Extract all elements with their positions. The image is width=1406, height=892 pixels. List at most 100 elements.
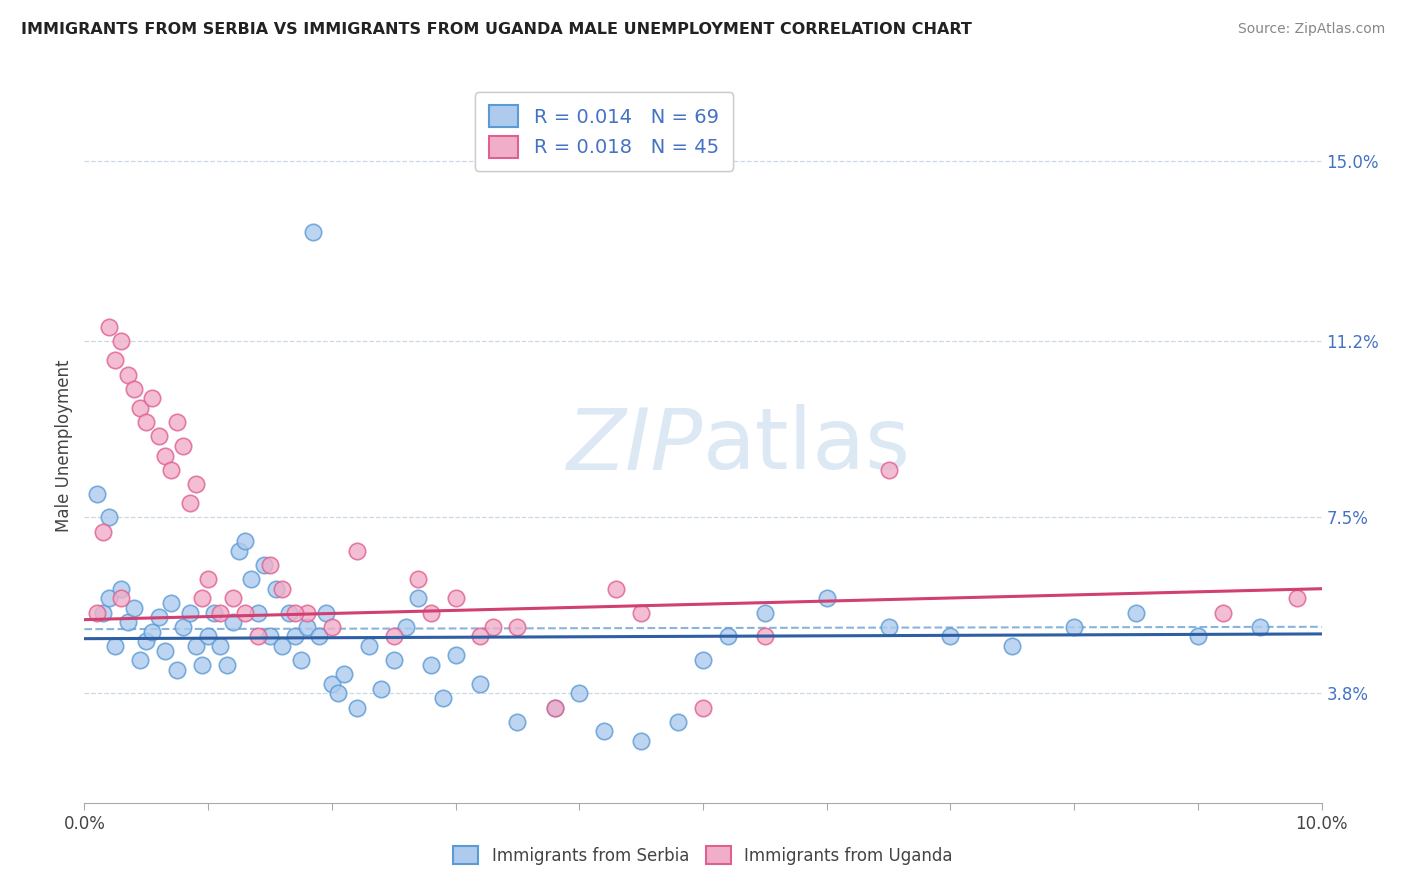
- Point: [184, 639, 207, 653]
- Point: [1285, 591, 1308, 606]
- Point: [117, 368, 139, 382]
- Point: [444, 591, 467, 606]
- Point: [191, 657, 214, 672]
- Point: [104, 353, 127, 368]
- Point: [191, 591, 214, 606]
- Point: [357, 639, 380, 653]
- Point: [408, 572, 430, 586]
- Point: [104, 639, 127, 653]
- Point: [666, 714, 689, 729]
- Point: [754, 629, 776, 643]
- Point: [1063, 620, 1085, 634]
- Point: [346, 543, 368, 558]
- Point: [568, 686, 591, 700]
- Point: [129, 401, 152, 415]
- Point: [98, 510, 121, 524]
- Point: [346, 700, 368, 714]
- Point: [302, 225, 325, 239]
- Point: [172, 620, 194, 634]
- Point: [222, 615, 245, 629]
- Point: [277, 606, 299, 620]
- Point: [1249, 620, 1271, 634]
- Point: [209, 639, 232, 653]
- Point: [382, 629, 405, 643]
- Text: IMMIGRANTS FROM SERBIA VS IMMIGRANTS FROM UGANDA MALE UNEMPLOYMENT CORRELATION C: IMMIGRANTS FROM SERBIA VS IMMIGRANTS FRO…: [21, 22, 972, 37]
- Point: [877, 463, 900, 477]
- Point: [419, 606, 441, 620]
- Point: [148, 429, 170, 443]
- Point: [295, 606, 318, 620]
- Point: [333, 667, 356, 681]
- Point: [228, 543, 250, 558]
- Point: [506, 620, 529, 634]
- Point: [135, 415, 157, 429]
- Point: [222, 591, 245, 606]
- Point: [110, 334, 132, 349]
- Point: [271, 639, 294, 653]
- Point: [1001, 639, 1024, 653]
- Point: [395, 620, 418, 634]
- Point: [141, 392, 163, 406]
- Point: [321, 620, 343, 634]
- Text: Source: ZipAtlas.com: Source: ZipAtlas.com: [1237, 22, 1385, 37]
- Point: [284, 629, 307, 643]
- Point: [815, 591, 838, 606]
- Point: [215, 657, 238, 672]
- Point: [184, 477, 207, 491]
- Point: [122, 382, 145, 396]
- Point: [370, 681, 392, 696]
- Point: [117, 615, 139, 629]
- Point: [432, 691, 454, 706]
- Point: [481, 620, 503, 634]
- Point: [470, 677, 492, 691]
- Point: [717, 629, 740, 643]
- Point: [86, 606, 108, 620]
- Point: [1125, 606, 1147, 620]
- Point: [939, 629, 962, 643]
- Point: [91, 606, 114, 620]
- Point: [135, 634, 157, 648]
- Point: [408, 591, 430, 606]
- Point: [295, 620, 318, 634]
- Point: [197, 629, 219, 643]
- Point: [122, 600, 145, 615]
- Point: [179, 496, 201, 510]
- Legend: Immigrants from Serbia, Immigrants from Uganda: Immigrants from Serbia, Immigrants from …: [443, 836, 963, 875]
- Point: [326, 686, 349, 700]
- Point: [754, 606, 776, 620]
- Point: [593, 724, 616, 739]
- Point: [284, 606, 307, 620]
- Point: [240, 572, 263, 586]
- Point: [877, 620, 900, 634]
- Point: [209, 606, 232, 620]
- Point: [692, 700, 714, 714]
- Point: [315, 606, 337, 620]
- Point: [1212, 606, 1234, 620]
- Point: [259, 629, 281, 643]
- Point: [148, 610, 170, 624]
- Point: [98, 591, 121, 606]
- Point: [308, 629, 330, 643]
- Point: [692, 653, 714, 667]
- Point: [1187, 629, 1209, 643]
- Point: [179, 606, 201, 620]
- Point: [253, 558, 276, 572]
- Point: [166, 415, 188, 429]
- Point: [630, 734, 652, 748]
- Point: [160, 596, 183, 610]
- Point: [321, 677, 343, 691]
- Point: [141, 624, 163, 639]
- Point: [172, 439, 194, 453]
- Legend: R = 0.014   N = 69, R = 0.018   N = 45: R = 0.014 N = 69, R = 0.018 N = 45: [475, 92, 733, 171]
- Point: [470, 629, 492, 643]
- Point: [98, 320, 121, 334]
- Point: [246, 606, 269, 620]
- Point: [543, 700, 565, 714]
- Point: [86, 486, 108, 500]
- Point: [605, 582, 627, 596]
- Point: [290, 653, 312, 667]
- Point: [129, 653, 152, 667]
- Point: [160, 463, 183, 477]
- Point: [271, 582, 294, 596]
- Point: [166, 663, 188, 677]
